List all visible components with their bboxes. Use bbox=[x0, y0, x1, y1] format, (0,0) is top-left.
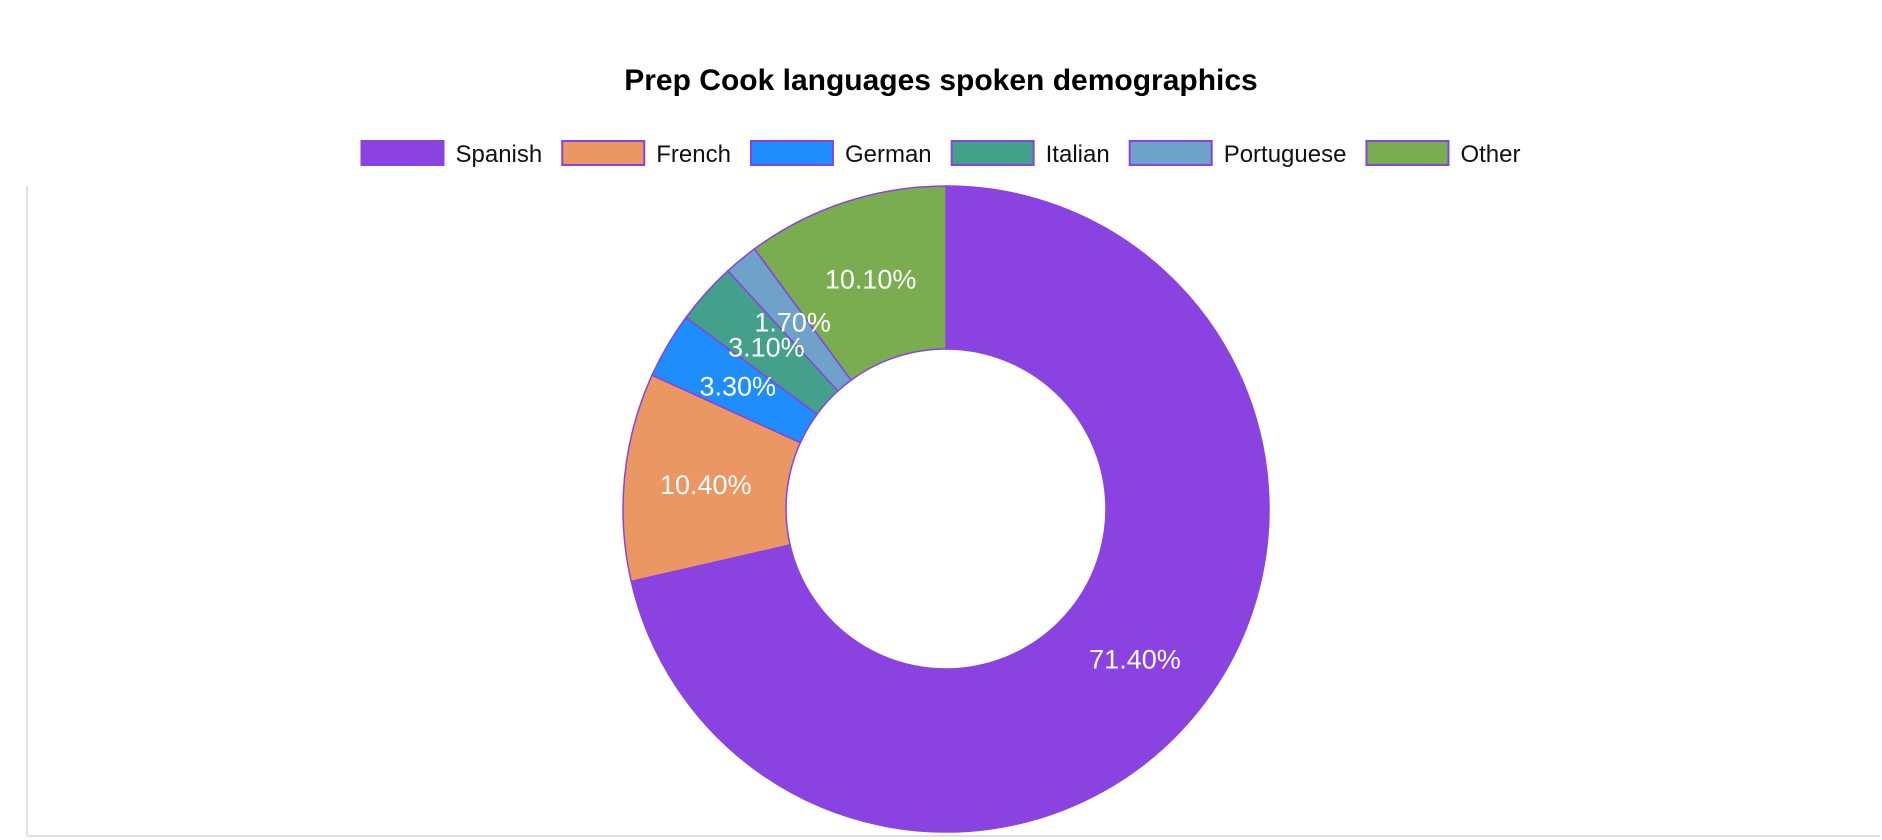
legend-label-spanish: Spanish bbox=[456, 141, 543, 168]
legend-swatch-german bbox=[749, 140, 834, 166]
legend: Spanish French German Italian Portuguese Othe… bbox=[360, 140, 1520, 168]
slice-label-italian: 3.10% bbox=[728, 333, 805, 363]
slice-other[interactable] bbox=[753, 185, 947, 382]
legend-item-spanish[interactable]: Spanish bbox=[360, 140, 543, 168]
legend-label-portuguese: Portuguese bbox=[1224, 141, 1347, 168]
slice-label-german: 3.30% bbox=[699, 372, 776, 402]
legend-swatch-spanish bbox=[360, 140, 445, 166]
donut-slices bbox=[622, 185, 1270, 833]
legend-swatch-other bbox=[1365, 140, 1450, 166]
legend-label-german: German bbox=[845, 141, 932, 168]
legend-swatch-french bbox=[561, 140, 646, 166]
slice-label-spanish: 71.40% bbox=[1089, 644, 1181, 674]
legend-label-italian: Italian bbox=[1046, 141, 1110, 168]
slice-label-portuguese: 1.70% bbox=[754, 307, 831, 337]
chart-title: Prep Cook languages spoken demographics bbox=[624, 64, 1258, 97]
legend-item-other[interactable]: Other bbox=[1365, 140, 1520, 168]
slice-labels: 71.40% 10.40% 3.30% 3.10%1.70% 10.10% bbox=[660, 265, 1181, 675]
slice-label-french: 10.40% bbox=[660, 470, 752, 500]
legend-swatch-italian bbox=[950, 140, 1035, 166]
legend-label-french: French bbox=[656, 141, 731, 168]
legend-item-italian[interactable]: Italian bbox=[950, 140, 1110, 168]
slice-spanish[interactable] bbox=[630, 185, 1270, 833]
slice-french[interactable] bbox=[622, 374, 802, 583]
legend-item-french[interactable]: French bbox=[561, 140, 731, 168]
legend-swatch-portuguese bbox=[1128, 140, 1213, 166]
legend-label-other: Other bbox=[1460, 141, 1520, 168]
slice-label-other: 10.10% bbox=[825, 265, 917, 295]
legend-item-german[interactable]: German bbox=[749, 140, 932, 168]
legend-item-portuguese[interactable]: Portuguese bbox=[1128, 140, 1347, 168]
